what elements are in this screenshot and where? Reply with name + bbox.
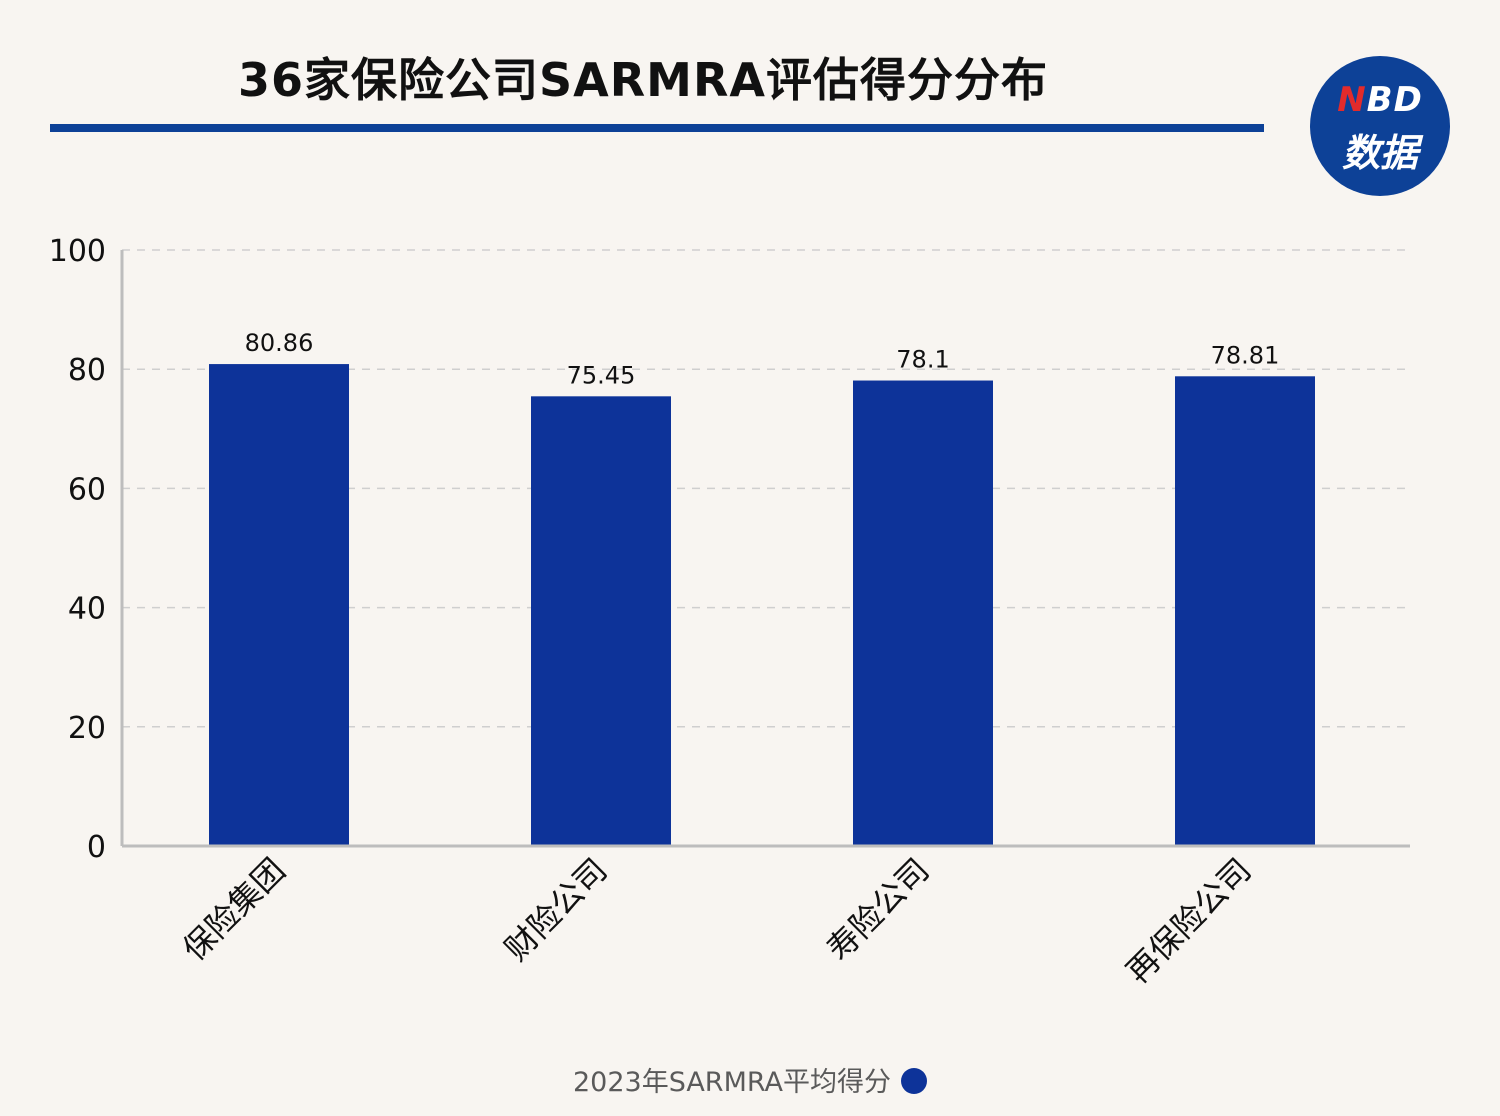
- bar: [1175, 376, 1315, 846]
- y-tick-label: 40: [68, 592, 106, 627]
- bars: [209, 364, 1315, 846]
- y-tick-label: 20: [68, 711, 106, 746]
- bar: [209, 364, 349, 846]
- y-tick-label: 100: [49, 234, 106, 269]
- x-tick-label: 保险集团: [175, 851, 292, 968]
- x-tick-label: 财险公司: [497, 851, 614, 968]
- x-tick-label: 再保险公司: [1119, 851, 1259, 991]
- legend: 2023年SARMRA平均得分: [0, 1060, 1500, 1099]
- data-label: 78.1: [896, 346, 949, 374]
- logo-text-data: 数据: [1341, 131, 1418, 175]
- nbd-logo: NBD 数据: [1310, 56, 1450, 196]
- x-tick-label: 寿险公司: [819, 851, 936, 968]
- legend-label: 2023年SARMRA平均得分: [572, 1067, 891, 1098]
- x-axis-ticks: 保险集团 财险公司 寿险公司 再保险公司: [175, 851, 1258, 991]
- data-labels: 80.86 75.45 78.1 78.81: [245, 329, 1280, 389]
- y-axis-ticks: 0 20 40 60 80 100: [49, 234, 106, 865]
- chart-title: 36家保险公司SARMRA评估得分分布: [238, 53, 1048, 107]
- legend-dot-icon: [901, 1068, 927, 1094]
- bar: [853, 380, 993, 846]
- data-label: 80.86: [245, 329, 314, 357]
- data-label: 78.81: [1211, 341, 1280, 369]
- title-underline: [50, 124, 1264, 132]
- data-label: 75.45: [567, 361, 636, 389]
- logo-text-nbd: NBD: [1337, 80, 1423, 120]
- bar: [531, 396, 671, 846]
- y-tick-label: 80: [68, 353, 106, 388]
- y-tick-label: 0: [87, 830, 106, 865]
- y-tick-label: 60: [68, 472, 106, 507]
